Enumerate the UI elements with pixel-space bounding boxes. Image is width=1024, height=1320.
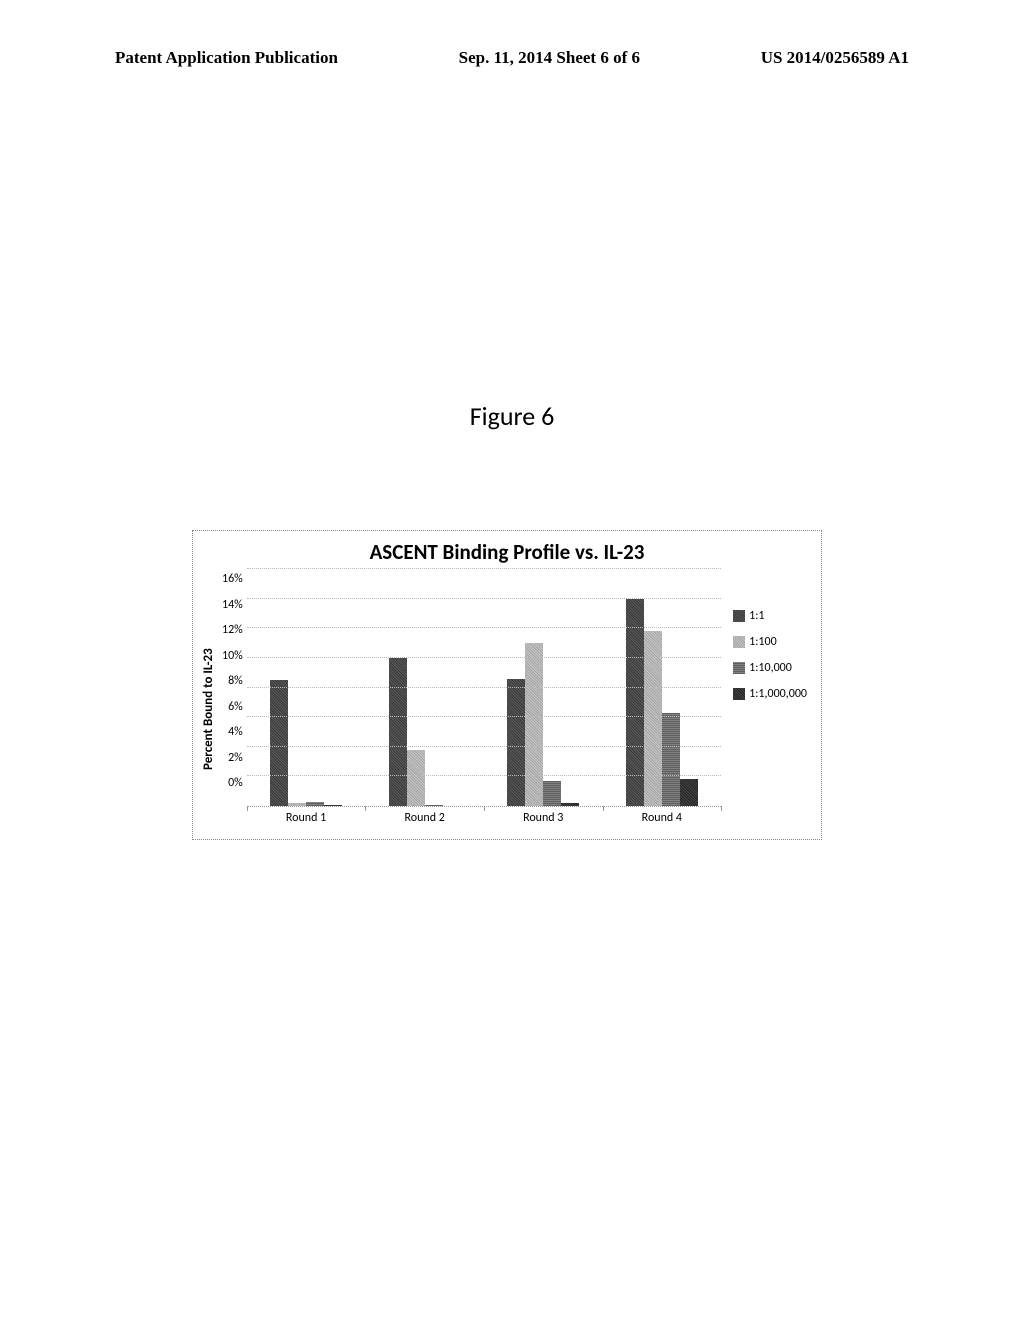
grid-line (247, 568, 721, 569)
page-header: Patent Application Publication Sep. 11, … (0, 48, 1024, 68)
x-axis-labels: Round 1 Round 2 Round 3 Round 4 (247, 811, 721, 829)
x-tick-mark (603, 806, 604, 811)
header-patent-number: US 2014/0256589 A1 (761, 48, 909, 68)
bar (543, 781, 561, 806)
bar (662, 713, 680, 806)
chart-title: ASCENT Binding Profile vs. IL-23 (199, 539, 815, 565)
grid-line (247, 598, 721, 599)
x-tick-mark (484, 806, 485, 811)
legend-swatch (733, 688, 745, 700)
legend-swatch (733, 662, 745, 674)
bar (288, 803, 306, 806)
bar (389, 658, 407, 806)
grid-line (247, 627, 721, 628)
y-tick: 16% (222, 573, 243, 585)
legend-label: 1:1 (749, 609, 764, 623)
header-publication-type: Patent Application Publication (115, 48, 338, 68)
grid-line (247, 716, 721, 717)
bars-container (247, 569, 721, 806)
legend-item: 1:1 (733, 609, 807, 623)
x-tick-mark (365, 806, 366, 811)
y-axis-label: Percent Bound to IL-23 (199, 569, 218, 829)
bar (270, 680, 288, 806)
y-tick: 10% (222, 650, 243, 662)
bar-group (603, 569, 722, 806)
bar (324, 805, 342, 806)
y-tick: 6% (222, 701, 243, 713)
x-label: Round 2 (365, 811, 484, 825)
legend-swatch (733, 636, 745, 648)
figure-label: Figure 6 (0, 400, 1024, 432)
x-label: Round 1 (247, 811, 366, 825)
x-tick-mark (247, 806, 248, 811)
y-tick: 0% (222, 777, 243, 789)
grid-line (247, 657, 721, 658)
legend-label: 1:100 (749, 635, 777, 649)
x-label: Round 3 (484, 811, 603, 825)
bar-group (365, 569, 484, 806)
bar (407, 750, 425, 806)
plot-area-wrapper: Round 1 Round 2 Round 3 Round 4 (247, 569, 721, 829)
grid-line (247, 687, 721, 688)
legend-label: 1:1,000,000 (749, 687, 807, 701)
bar (525, 643, 543, 806)
chart-body: Percent Bound to IL-23 16% 14% 12% 10% 8… (199, 569, 815, 829)
y-axis-ticks: 16% 14% 12% 10% 8% 6% 4% 2% 0% (218, 569, 247, 829)
x-tick-mark (721, 806, 722, 811)
y-tick: 4% (222, 726, 243, 738)
legend-label: 1:10,000 (749, 661, 792, 675)
bar (425, 805, 443, 806)
bar-group (484, 569, 603, 806)
bar (680, 779, 698, 806)
legend-item: 1:10,000 (733, 661, 807, 675)
bar (306, 802, 324, 806)
y-tick: 2% (222, 752, 243, 764)
x-label: Round 4 (603, 811, 722, 825)
legend-swatch (733, 610, 745, 622)
header-date-sheet: Sep. 11, 2014 Sheet 6 of 6 (459, 48, 640, 68)
chart-container: ASCENT Binding Profile vs. IL-23 Percent… (192, 530, 822, 840)
legend-item: 1:1,000,000 (733, 687, 807, 701)
bar (507, 679, 525, 806)
y-tick: 14% (222, 599, 243, 611)
grid-line (247, 746, 721, 747)
y-tick: 12% (222, 624, 243, 636)
grid-line (247, 775, 721, 776)
chart-legend: 1:1 1:100 1:10,000 1:1,000,000 (721, 569, 815, 829)
bar (561, 803, 579, 806)
plot-area (247, 569, 721, 807)
bar-group (247, 569, 366, 806)
legend-item: 1:100 (733, 635, 807, 649)
y-tick: 8% (222, 675, 243, 687)
